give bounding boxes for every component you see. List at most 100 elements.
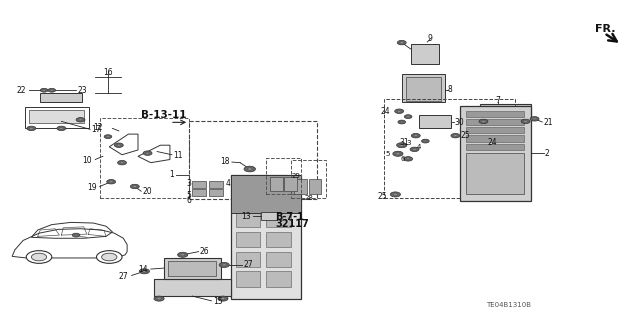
Circle shape xyxy=(412,133,420,138)
Circle shape xyxy=(530,117,539,121)
Text: TE04B1310B: TE04B1310B xyxy=(486,302,531,308)
Circle shape xyxy=(102,253,117,261)
Bar xyxy=(189,122,317,199)
Circle shape xyxy=(400,121,403,123)
Circle shape xyxy=(404,157,413,161)
Circle shape xyxy=(404,115,412,119)
Text: 2: 2 xyxy=(545,149,550,158)
Bar xyxy=(466,153,524,195)
Bar xyxy=(261,211,277,220)
Circle shape xyxy=(532,118,536,120)
Bar xyxy=(479,104,531,119)
Text: 17: 17 xyxy=(92,125,101,135)
Circle shape xyxy=(397,41,406,45)
Text: 1: 1 xyxy=(170,170,174,179)
Circle shape xyxy=(115,143,124,147)
Bar xyxy=(236,232,260,247)
Bar xyxy=(284,177,297,191)
Bar xyxy=(266,232,291,247)
Text: 18: 18 xyxy=(220,157,229,166)
Text: 15: 15 xyxy=(212,297,222,306)
Bar xyxy=(294,179,307,195)
Circle shape xyxy=(400,42,404,43)
Text: 5: 5 xyxy=(186,190,191,200)
Circle shape xyxy=(27,126,36,130)
Bar xyxy=(168,261,216,276)
Text: 28: 28 xyxy=(305,195,314,201)
Text: 27: 27 xyxy=(243,260,253,270)
Circle shape xyxy=(397,143,407,148)
Circle shape xyxy=(107,180,116,184)
Bar xyxy=(236,252,260,267)
Circle shape xyxy=(524,121,527,122)
Circle shape xyxy=(406,116,410,117)
Circle shape xyxy=(51,90,53,91)
Circle shape xyxy=(104,135,112,138)
Bar xyxy=(466,127,524,133)
Bar xyxy=(291,160,326,197)
Circle shape xyxy=(390,192,401,197)
Circle shape xyxy=(118,160,127,165)
Bar xyxy=(192,181,206,188)
Circle shape xyxy=(406,158,410,160)
Bar xyxy=(236,212,260,227)
Text: 3: 3 xyxy=(406,140,411,146)
Bar xyxy=(419,115,451,128)
Circle shape xyxy=(40,88,48,92)
Circle shape xyxy=(60,128,63,129)
Bar xyxy=(270,177,283,191)
Bar xyxy=(461,106,531,201)
Circle shape xyxy=(479,119,488,123)
Text: 29: 29 xyxy=(292,173,301,179)
Circle shape xyxy=(219,263,229,268)
Circle shape xyxy=(422,139,429,143)
Bar xyxy=(25,107,89,128)
Circle shape xyxy=(244,166,255,172)
Bar xyxy=(406,77,441,101)
Bar xyxy=(230,175,301,299)
Text: 4: 4 xyxy=(225,179,230,188)
Circle shape xyxy=(180,254,185,256)
Circle shape xyxy=(451,133,460,138)
Bar xyxy=(266,252,291,267)
Bar xyxy=(266,158,301,195)
Circle shape xyxy=(31,253,47,261)
Circle shape xyxy=(218,296,228,301)
Bar xyxy=(466,135,524,142)
Circle shape xyxy=(482,121,485,122)
Text: 20: 20 xyxy=(143,187,152,197)
Text: 12: 12 xyxy=(93,123,103,132)
Bar xyxy=(154,278,230,296)
Bar xyxy=(266,193,291,208)
Circle shape xyxy=(26,251,52,263)
Circle shape xyxy=(154,296,164,301)
Bar xyxy=(466,111,524,117)
Circle shape xyxy=(396,153,400,155)
Circle shape xyxy=(393,151,403,156)
Circle shape xyxy=(397,110,401,112)
Bar xyxy=(230,175,301,213)
Text: 5: 5 xyxy=(386,151,390,157)
Text: 22: 22 xyxy=(17,86,26,95)
Circle shape xyxy=(106,136,109,137)
Bar xyxy=(100,118,189,197)
Circle shape xyxy=(133,186,136,187)
Bar xyxy=(209,181,223,188)
Bar xyxy=(466,144,524,150)
Bar xyxy=(209,189,223,196)
Circle shape xyxy=(221,298,225,300)
Bar xyxy=(266,212,291,227)
Bar xyxy=(29,110,84,123)
Circle shape xyxy=(177,252,188,257)
Circle shape xyxy=(398,120,406,124)
Text: 9: 9 xyxy=(428,34,432,43)
Text: B-7-1: B-7-1 xyxy=(275,212,304,222)
Text: 6: 6 xyxy=(401,156,405,162)
Text: 4: 4 xyxy=(417,144,422,150)
Text: 25: 25 xyxy=(461,131,470,140)
Circle shape xyxy=(521,119,530,123)
Text: 3: 3 xyxy=(186,179,191,188)
Text: FR.: FR. xyxy=(595,24,615,34)
Text: 32117: 32117 xyxy=(275,219,309,229)
Circle shape xyxy=(400,144,404,146)
